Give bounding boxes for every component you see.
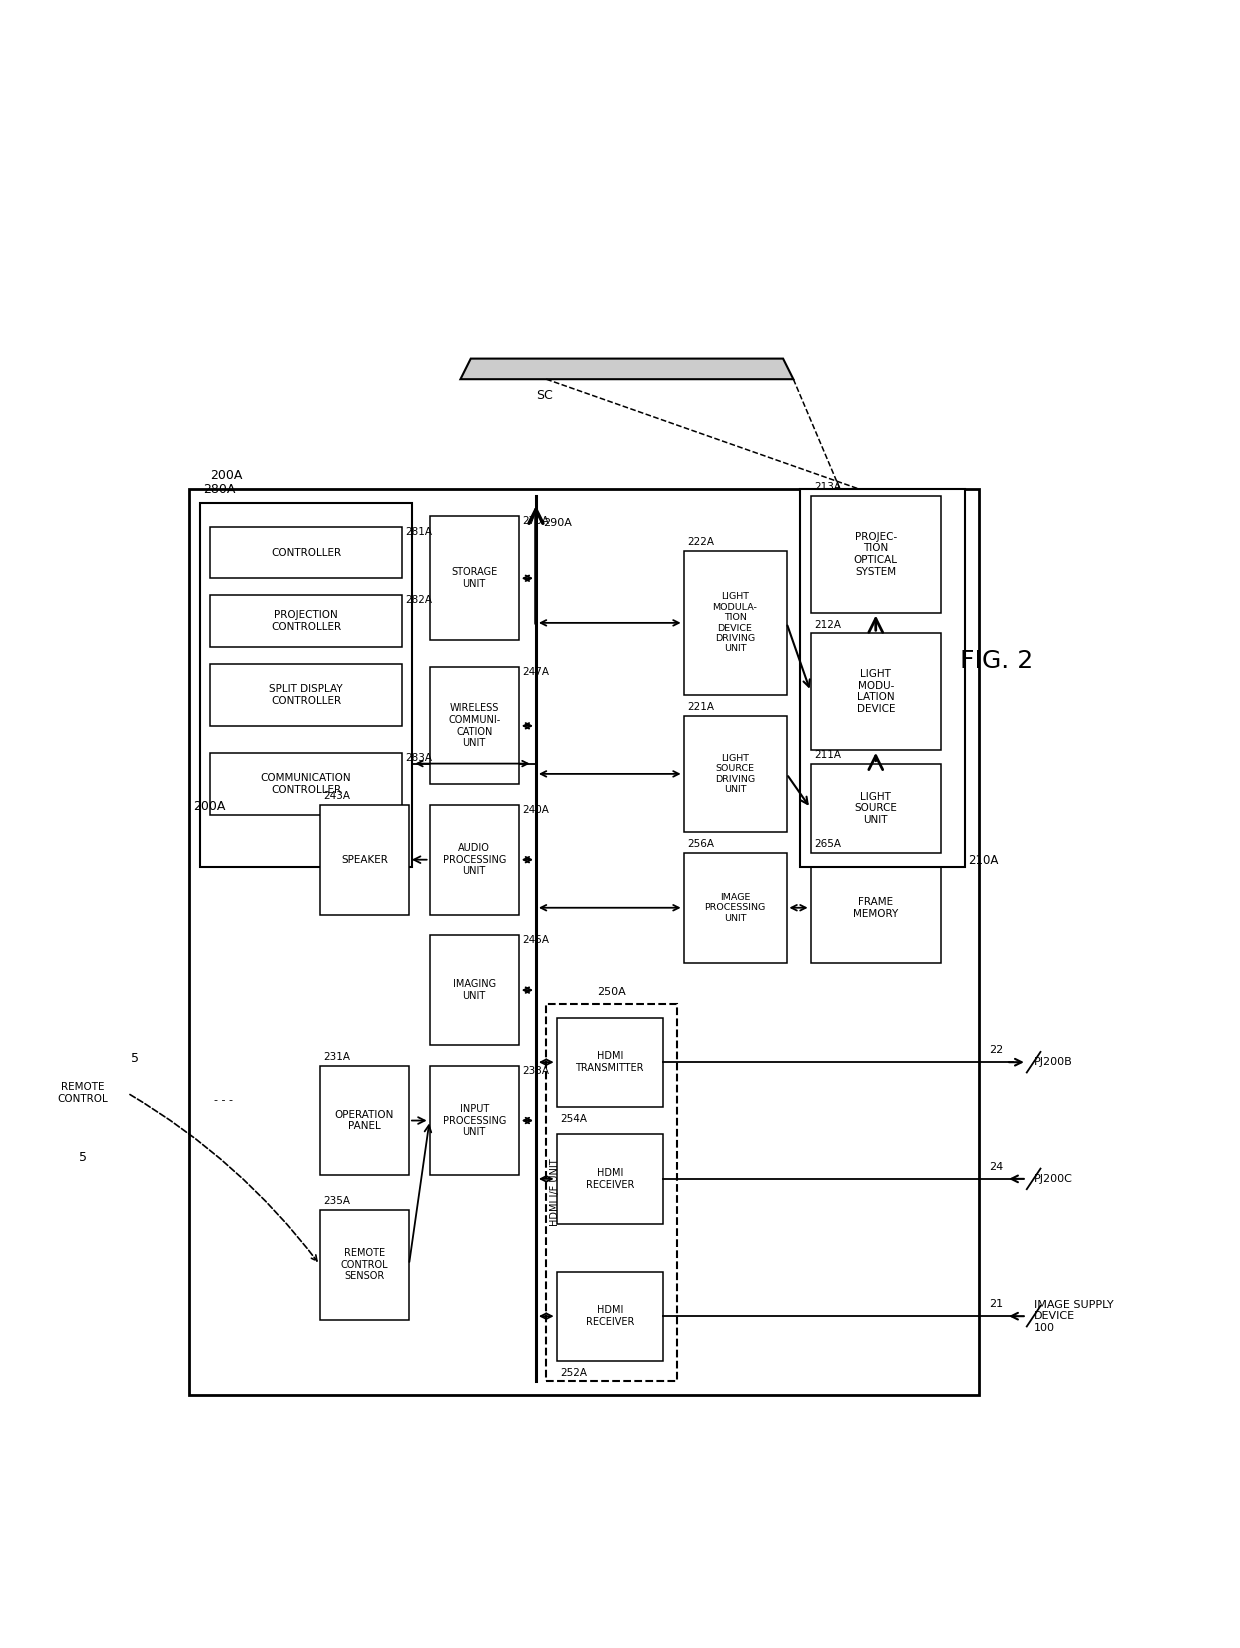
Text: 247A: 247A (522, 667, 549, 677)
Text: 252A: 252A (560, 1368, 587, 1378)
Text: 222A: 222A (687, 537, 714, 547)
Text: IMAGE SUPPLY
DEVICE
100: IMAGE SUPPLY DEVICE 100 (1034, 1300, 1114, 1333)
Bar (210, 595, 402, 648)
Text: 5: 5 (131, 1051, 139, 1065)
Text: REMOTE
CONTROL
SENSOR: REMOTE CONTROL SENSOR (341, 1248, 388, 1280)
Text: 200A: 200A (210, 470, 242, 483)
Bar (557, 1017, 663, 1107)
Text: 250A: 250A (598, 987, 626, 997)
Text: IMAGING
UNIT: IMAGING UNIT (453, 979, 496, 1000)
Text: PROJEC-
TION
OPTICAL
SYSTEM: PROJEC- TION OPTICAL SYSTEM (854, 532, 898, 577)
Text: 231A: 231A (324, 1051, 350, 1063)
Text: 22: 22 (990, 1045, 1003, 1055)
Bar (190, 489, 978, 1396)
Text: 282A: 282A (405, 595, 433, 605)
Bar (429, 804, 518, 915)
Bar (683, 852, 786, 962)
Text: 240A: 240A (522, 804, 549, 814)
Text: 283A: 283A (405, 753, 433, 763)
Text: PJ200C: PJ200C (1034, 1173, 1073, 1183)
Text: 280A: 280A (203, 483, 236, 496)
Text: HDMI
TRANSMITTER: HDMI TRANSMITTER (575, 1051, 644, 1073)
Text: CONTROLLER: CONTROLLER (272, 547, 341, 557)
Bar (557, 1134, 663, 1223)
Text: COMMUNICATION
CONTROLLER: COMMUNICATION CONTROLLER (260, 773, 351, 794)
Text: 235A: 235A (324, 1196, 350, 1206)
Text: - - -: - - - (215, 1094, 233, 1104)
Text: FIG. 2: FIG. 2 (960, 649, 1034, 672)
Text: 200A: 200A (192, 799, 226, 812)
Bar (38, 1045, 128, 1140)
Bar (200, 503, 413, 867)
Text: STORAGE
UNIT: STORAGE UNIT (451, 567, 497, 588)
Bar (800, 489, 965, 867)
Bar (811, 763, 941, 852)
Text: 221A: 221A (687, 702, 714, 712)
Text: HDMI
RECEIVER: HDMI RECEIVER (585, 1168, 634, 1190)
Text: AUDIO
PROCESSING
UNIT: AUDIO PROCESSING UNIT (443, 844, 506, 877)
Text: PROJECTION
CONTROLLER: PROJECTION CONTROLLER (272, 610, 341, 631)
Text: OPERATION
PANEL: OPERATION PANEL (335, 1109, 394, 1131)
Text: LIGHT
SOURCE
DRIVING
UNIT: LIGHT SOURCE DRIVING UNIT (715, 753, 755, 794)
Bar (429, 667, 518, 784)
Text: FRAME
MEMORY: FRAME MEMORY (853, 897, 898, 918)
Bar (429, 516, 518, 639)
Text: 245A: 245A (522, 934, 549, 946)
Text: LIGHT
SOURCE
UNIT: LIGHT SOURCE UNIT (854, 791, 898, 824)
Text: SPLIT DISPLAY
CONTROLLER: SPLIT DISPLAY CONTROLLER (269, 684, 342, 705)
Text: 233A: 233A (522, 1066, 549, 1076)
Bar (210, 664, 402, 725)
Text: HDMI I/F UNIT: HDMI I/F UNIT (549, 1159, 559, 1226)
Bar (320, 1210, 409, 1320)
Text: LIGHT
MODULA-
TION
DEVICE
DRIVING
UNIT: LIGHT MODULA- TION DEVICE DRIVING UNIT (713, 592, 758, 653)
Bar (811, 852, 941, 962)
Bar (811, 633, 941, 750)
Text: SC: SC (536, 389, 553, 402)
Text: WIRELESS
COMMUNI-
CATION
UNIT: WIRELESS COMMUNI- CATION UNIT (448, 704, 500, 748)
Text: HDMI
RECEIVER: HDMI RECEIVER (585, 1305, 634, 1327)
Text: REMOTE
CONTROL: REMOTE CONTROL (57, 1083, 108, 1104)
Bar (320, 1066, 409, 1175)
Text: 254A: 254A (560, 1114, 587, 1124)
Bar (811, 496, 941, 613)
Bar (320, 804, 409, 915)
Bar (683, 550, 786, 695)
Text: LIGHT
MODU-
LATION
DEVICE: LIGHT MODU- LATION DEVICE (857, 669, 895, 714)
Bar (557, 1272, 663, 1361)
Text: 265A: 265A (813, 839, 841, 849)
Bar (547, 1004, 677, 1381)
Text: 213A: 213A (813, 483, 841, 493)
Bar (429, 1066, 518, 1175)
Bar (210, 527, 402, 578)
Text: IMAGE
PROCESSING
UNIT: IMAGE PROCESSING UNIT (704, 893, 765, 923)
Bar (210, 753, 402, 816)
Polygon shape (460, 359, 794, 379)
Text: 211A: 211A (813, 750, 841, 760)
Text: 210A: 210A (968, 854, 998, 867)
Bar (429, 934, 518, 1045)
Text: PJ200B: PJ200B (1034, 1058, 1073, 1068)
Text: 256A: 256A (687, 839, 714, 849)
Text: 243A: 243A (324, 791, 350, 801)
Text: 290A: 290A (543, 519, 572, 529)
Text: 5: 5 (79, 1152, 87, 1165)
Bar (683, 715, 786, 832)
Text: INPUT
PROCESSING
UNIT: INPUT PROCESSING UNIT (443, 1104, 506, 1137)
Text: SPEAKER: SPEAKER (341, 855, 388, 865)
Text: 24: 24 (990, 1162, 1003, 1172)
Text: 21: 21 (990, 1299, 1003, 1309)
Text: 270A: 270A (522, 516, 549, 526)
Text: 212A: 212A (813, 620, 841, 630)
Text: 281A: 281A (405, 527, 433, 537)
